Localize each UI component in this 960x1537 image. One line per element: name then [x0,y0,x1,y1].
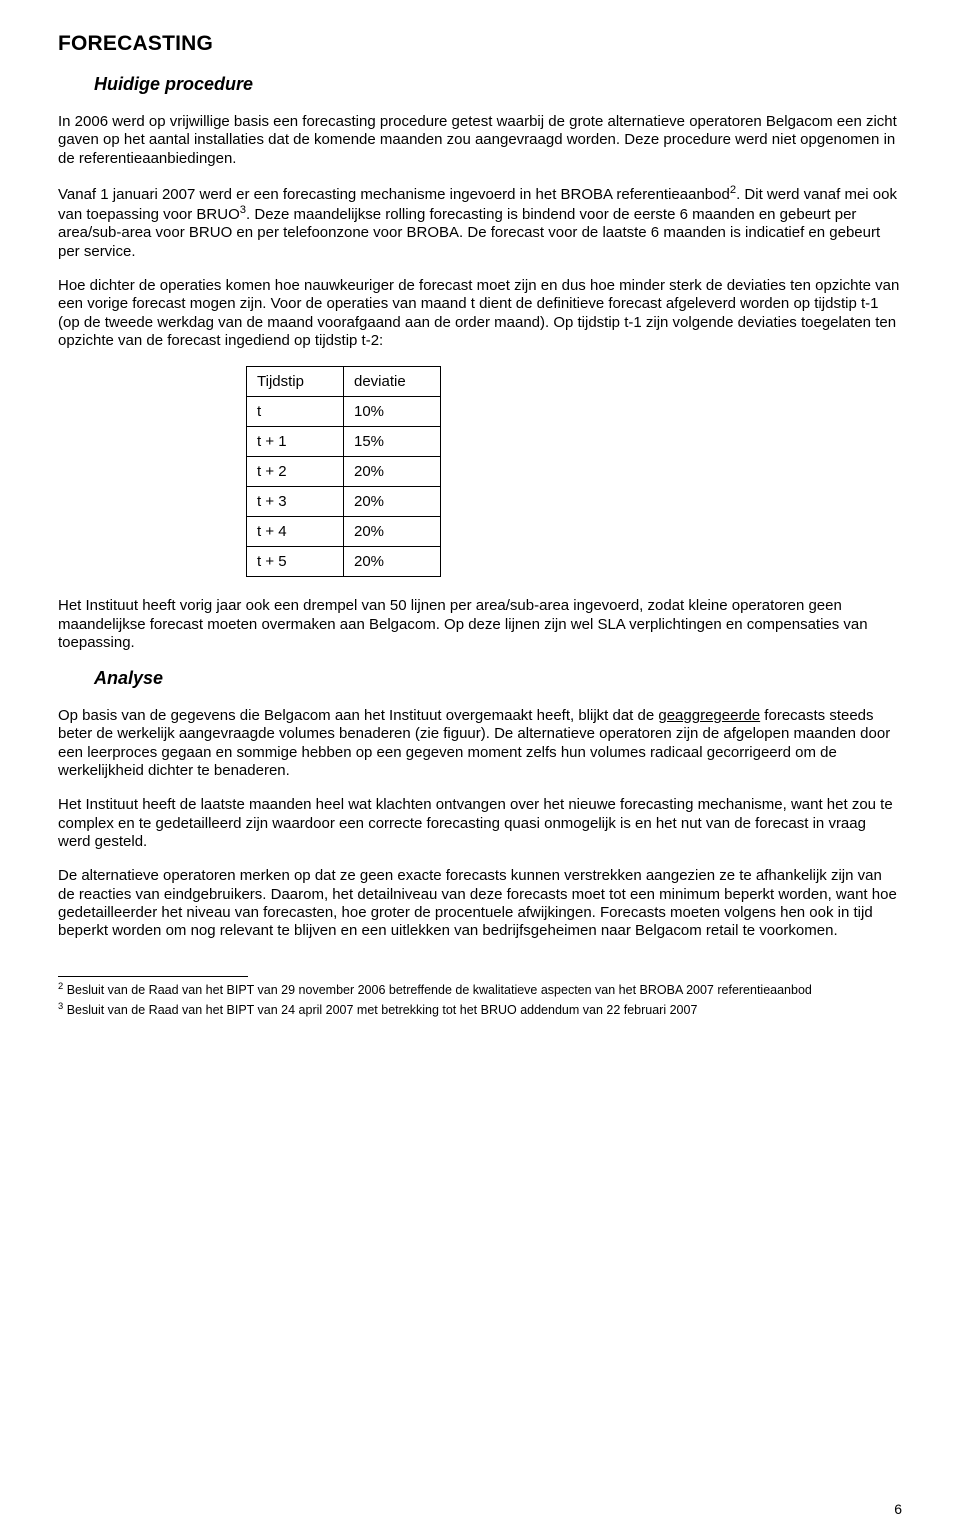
paragraph-an1: Op basis van de gegevens die Belgacom aa… [58,707,902,780]
footnote-3: 3 Besluit van de Raad van het BIPT van 2… [58,1001,902,1018]
table-cell-tijdstip: t + 4 [247,517,344,547]
table-cell-deviatie: 15% [344,427,441,457]
table-cell-tijdstip: t + 2 [247,457,344,487]
paragraph-hp1: In 2006 werd op vrijwillige basis een fo… [58,113,902,168]
document-page: FORECASTING Huidige procedure In 2006 we… [0,0,960,1537]
table-cell-tijdstip: t [247,397,344,427]
table-row: t + 2 20% [247,457,441,487]
table-cell-deviatie: 20% [344,547,441,577]
page-number: 6 [894,1501,902,1517]
subsection-title-huidige-procedure: Huidige procedure [94,74,902,95]
paragraph-hp3: Hoe dichter de operaties komen hoe nauwk… [58,277,902,350]
paragraph-hp2-part-a: Vanaf 1 januari 2007 werd er een forecas… [58,186,730,203]
footnote-text-3: Besluit van de Raad van het BIPT van 24 … [63,1003,697,1017]
paragraph-an1-part-a: Op basis van de gegevens die Belgacom aa… [58,707,658,724]
table-cell-deviatie: 10% [344,397,441,427]
paragraph-an3: De alternatieve operatoren merken op dat… [58,867,902,940]
table-row: t + 3 20% [247,487,441,517]
table-row: t + 1 15% [247,427,441,457]
table-cell-tijdstip: t + 3 [247,487,344,517]
subsection-title-analyse: Analyse [94,668,902,689]
table-row: t 10% [247,397,441,427]
footnote-separator [58,976,248,977]
paragraph-an1-underline: geaggregeerde [658,707,760,724]
paragraph-hp4: Het Instituut heeft vorig jaar ook een d… [58,597,902,652]
table-row: t + 4 20% [247,517,441,547]
deviation-table: Tijdstip deviatie t 10% t + 1 15% t + 2 … [246,366,441,577]
table-cell-tijdstip: t + 5 [247,547,344,577]
table-cell-deviatie: 20% [344,517,441,547]
footnote-text-2: Besluit van de Raad van het BIPT van 29 … [63,984,812,998]
section-title-forecasting: FORECASTING [58,32,902,56]
footnote-2: 2 Besluit van de Raad van het BIPT van 2… [58,981,902,998]
paragraph-hp2: Vanaf 1 januari 2007 werd er een forecas… [58,184,902,261]
table-header-tijdstip: Tijdstip [247,367,344,397]
table-cell-deviatie: 20% [344,457,441,487]
table-header-row: Tijdstip deviatie [247,367,441,397]
table-cell-deviatie: 20% [344,487,441,517]
table-header-deviatie: deviatie [344,367,441,397]
paragraph-an2: Het Instituut heeft de laatste maanden h… [58,796,902,851]
table-cell-tijdstip: t + 1 [247,427,344,457]
table-row: t + 5 20% [247,547,441,577]
